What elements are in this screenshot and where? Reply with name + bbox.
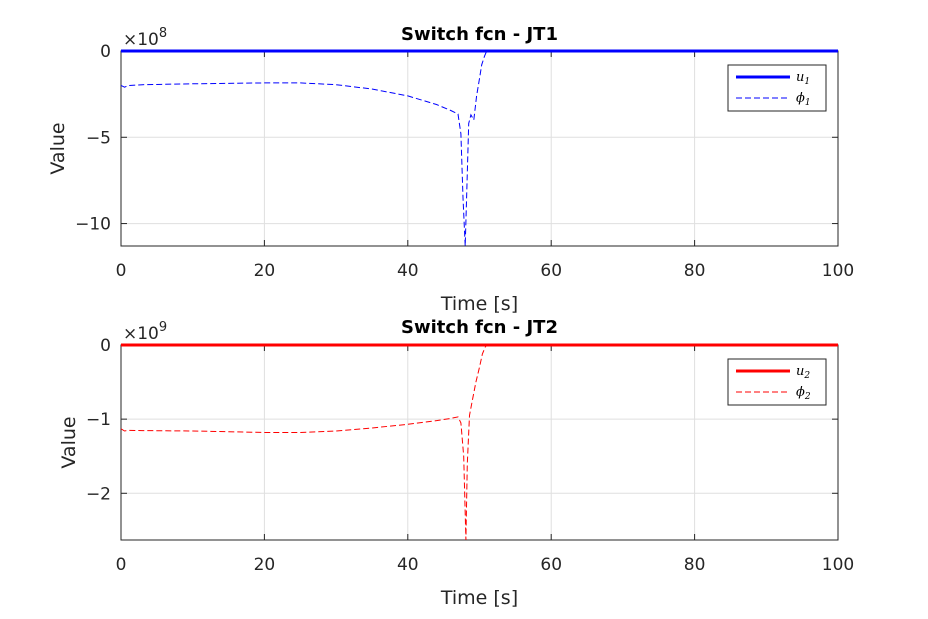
x-tick-label: 80: [684, 261, 706, 281]
series-line-ϕ2-dashed: [121, 344, 838, 540]
y-tick-label: −10: [75, 215, 111, 235]
chart-title: Switch fcn - JT1: [401, 24, 558, 45]
legend-label-sub: 1: [805, 98, 811, 108]
x-tick-label: 20: [254, 555, 276, 575]
x-tick-label: 100: [822, 555, 854, 575]
chart-2: 0 20 40 60 80 100 0 −1 −2 ×109 Switch fcn - JT2 Tim…: [58, 317, 854, 609]
x-tick-label: 0: [116, 261, 127, 281]
y-axis-label: Value: [47, 122, 69, 174]
x-axis-label: Time [s]: [440, 293, 518, 315]
series-line-ϕ1-dashed: [121, 50, 838, 246]
legend-label-name: ϕ: [796, 91, 805, 106]
legend-label: ϕ1: [796, 91, 811, 108]
x-tick-label: 80: [684, 555, 706, 575]
y-exponent-base: ×10: [123, 324, 159, 344]
x-tick-label: 20: [254, 261, 276, 281]
x-tick-label: 60: [540, 555, 562, 575]
legend-label: ϕ2: [796, 385, 811, 402]
y-tick-label: −5: [86, 128, 111, 148]
y-tick-label: −2: [86, 484, 111, 504]
x-tick-label: 0: [116, 555, 127, 575]
y-exponent-power: 8: [159, 26, 167, 41]
legend-label-sub: 2: [803, 371, 810, 381]
legend-box: [727, 358, 827, 406]
y-tick-label: 0: [100, 42, 111, 62]
y-exponent-label: ×108: [123, 26, 167, 50]
chart-title: Switch fcn - JT2: [401, 317, 558, 338]
legend-label-sub: 1: [804, 77, 810, 87]
legend-label-name: ϕ: [796, 385, 805, 400]
y-tick-label: 0: [100, 336, 111, 356]
legend-label-name: u: [796, 364, 804, 379]
x-tick-label: 60: [540, 261, 562, 281]
y-tick-label: −1: [86, 410, 111, 430]
y-axis-label: Value: [58, 416, 80, 468]
legend-box: [727, 64, 827, 112]
x-axis-label: Time [s]: [440, 587, 518, 609]
y-exponent-power: 9: [159, 320, 167, 335]
legend-label-sub: 2: [804, 392, 811, 402]
legend-label-name: u: [796, 70, 804, 85]
x-tick-label: 40: [397, 261, 419, 281]
x-tick-label: 100: [822, 261, 854, 281]
y-exponent-label: ×109: [123, 320, 167, 344]
legend-label: u1: [796, 70, 810, 87]
legend-label: u2: [796, 364, 810, 381]
chart-1: 0 20 40 60 80 100 0 −5 −10 ×108 Switch fcn - JT1 Ti…: [47, 24, 854, 315]
plot-area: [121, 345, 838, 540]
y-exponent-base: ×10: [123, 30, 159, 50]
x-tick-label: 40: [397, 555, 419, 575]
